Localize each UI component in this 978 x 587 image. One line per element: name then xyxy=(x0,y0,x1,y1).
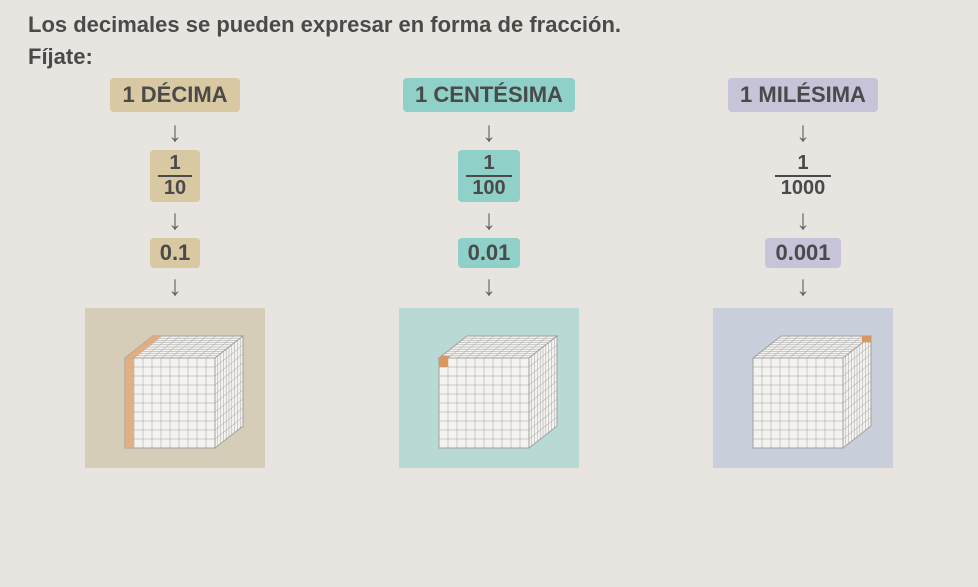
column-milesima: 1 MILÉSIMA ↓ 1 1000 ↓ 0.001 ↓ xyxy=(656,78,950,468)
cube-panel-centesima xyxy=(399,308,579,468)
arrow-down-icon: ↓ xyxy=(168,272,182,300)
fraction-numerator: 1 xyxy=(477,152,500,175)
heading-centesima: 1 CENTÉSIMA xyxy=(403,78,575,112)
arrow-down-icon: ↓ xyxy=(482,118,496,146)
decimal-milesima: 0.001 xyxy=(765,238,840,268)
columns-container: 1 DÉCIMA ↓ 1 10 ↓ 0.1 ↓ 1 CENTÉSIMA ↓ 1 … xyxy=(28,78,950,468)
heading-milesima: 1 MILÉSIMA xyxy=(728,78,878,112)
fraction-milesima: 1 1000 xyxy=(767,150,840,202)
arrow-down-icon: ↓ xyxy=(796,206,810,234)
column-centesima: 1 CENTÉSIMA ↓ 1 100 ↓ 0.01 ↓ xyxy=(342,78,636,468)
cube-icon xyxy=(100,318,250,458)
fraction-denominator: 1000 xyxy=(775,175,832,200)
fraction-numerator: 1 xyxy=(791,152,814,175)
fijate-text: Fíjate: xyxy=(28,44,950,70)
fraction-numerator: 1 xyxy=(163,152,186,175)
fraction-decima: 1 10 xyxy=(150,150,200,202)
cube-icon xyxy=(728,318,878,458)
cube-panel-decima xyxy=(85,308,265,468)
arrow-down-icon: ↓ xyxy=(168,118,182,146)
decimal-decima: 0.1 xyxy=(150,238,201,268)
arrow-down-icon: ↓ xyxy=(482,272,496,300)
cube-panel-milesima xyxy=(713,308,893,468)
column-decima: 1 DÉCIMA ↓ 1 10 ↓ 0.1 ↓ xyxy=(28,78,322,468)
arrow-down-icon: ↓ xyxy=(796,272,810,300)
intro-text: Los decimales se pueden expresar en form… xyxy=(28,12,950,38)
decimal-centesima: 0.01 xyxy=(458,238,521,268)
arrow-down-icon: ↓ xyxy=(168,206,182,234)
cube-icon xyxy=(414,318,564,458)
arrow-down-icon: ↓ xyxy=(796,118,810,146)
fraction-denominator: 100 xyxy=(466,175,511,200)
arrow-down-icon: ↓ xyxy=(482,206,496,234)
heading-decima: 1 DÉCIMA xyxy=(110,78,239,112)
fraction-centesima: 1 100 xyxy=(458,150,519,202)
fraction-denominator: 10 xyxy=(158,175,192,200)
